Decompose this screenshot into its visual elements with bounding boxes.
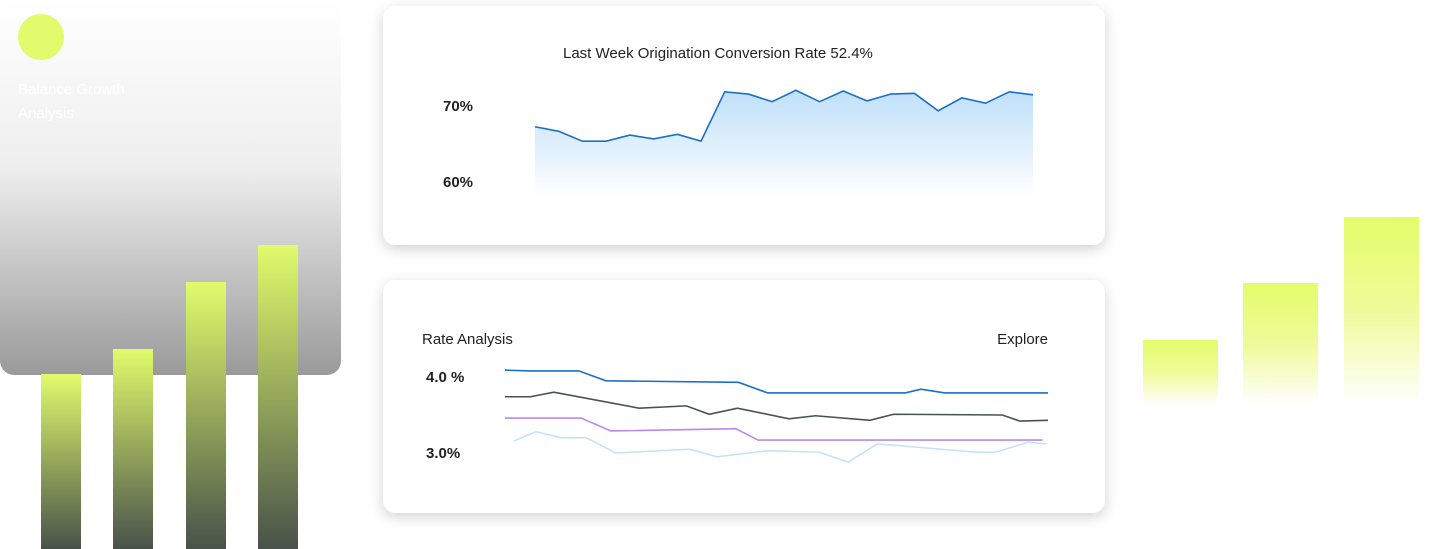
bar [258, 245, 298, 549]
series-line-series-4 [513, 430, 1047, 464]
decor-bar [1143, 340, 1218, 405]
chart-title: Last Week Origination Conversion Rate 52… [563, 45, 873, 62]
series-line-series-2 [505, 391, 1049, 422]
card-title: Balance Growth Analysis [18, 81, 125, 122]
series-line-series-3 [505, 417, 1043, 441]
bar [113, 349, 153, 549]
explore-link[interactable]: Explore [997, 331, 1048, 348]
series-line-series-1 [504, 369, 1048, 394]
y-tick: 60% [443, 174, 474, 191]
decor-bar [1344, 217, 1419, 405]
y-tick: 3.0% [426, 445, 461, 462]
balance-growth-card: Balance Growth Analysis [0, 0, 341, 549]
bar [41, 374, 81, 549]
line-chart [504, 369, 1049, 464]
decor-bar [1243, 283, 1318, 405]
rate-analysis-card: Rate Analysis Explore 4.0 % 3.0% [383, 280, 1105, 513]
y-tick: 70% [443, 98, 474, 115]
area-chart [534, 89, 1034, 198]
accent-dot [18, 14, 64, 60]
series-line-conversion [534, 89, 1034, 143]
y-tick: 4.0 % [426, 369, 465, 386]
area-fill [535, 90, 1033, 198]
chart-title: Rate Analysis [422, 331, 513, 348]
conversion-rate-card: Last Week Origination Conversion Rate 52… [383, 6, 1105, 245]
bar [186, 282, 226, 549]
